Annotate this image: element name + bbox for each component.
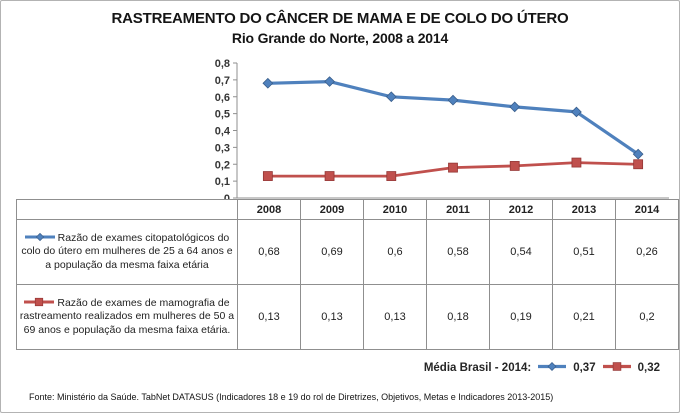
y-tick-label: 0,3 [215, 142, 230, 154]
series-1-data-point-marker [447, 94, 459, 106]
value-cell-series-2-2008: 0,13 [237, 284, 301, 350]
year-header-2014: 2014 [615, 199, 679, 220]
value-cell-series-1-2009: 0,69 [300, 219, 364, 285]
y-tick-label: 0,4 [215, 126, 231, 138]
table-header-row: 2008 2009 2010 2011 2012 2013 2014 [16, 199, 679, 220]
table-series-1-row: Razão de exames citopatológicos do colo … [16, 219, 679, 285]
chart-title: RASTREAMENTO DO CÂNCER DE MAMA E DE COLO… [111, 10, 569, 27]
legend-label-series-2: Razão de exames de mamografia de rastrea… [19, 297, 235, 336]
series2-line-square-icon [602, 361, 631, 375]
series1-line-diamond-icon [538, 361, 567, 375]
series-2-data-point-marker [324, 171, 335, 181]
series-1-data-point-marker [509, 101, 521, 113]
legend-cell-series-2: Razão de exames de mamografia de rastrea… [16, 284, 238, 350]
y-tick-label: 0,8 [215, 58, 230, 70]
year-header-2010: 2010 [363, 199, 427, 220]
data-table: 2008 2009 2010 2011 2012 2013 2014 Razão de ex… [16, 199, 679, 350]
value-cell-series-2-2014: 0,2 [615, 284, 679, 350]
series1-line-diamond-icon [24, 233, 55, 242]
series-2-data-point-marker [633, 159, 644, 170]
series-1-data-point-marker [262, 77, 274, 89]
media-brasil-label: Média Brasil - 2014: [423, 362, 532, 374]
value-cell-series-2-2009: 0,13 [300, 284, 364, 350]
value-cell-series-2-2012: 0,19 [489, 284, 553, 350]
series-1-data-point-marker [571, 106, 582, 118]
y-tick-label: 0,1 [215, 176, 230, 188]
series-1-data-point-marker [385, 91, 397, 103]
series-1-data-point-marker [632, 148, 644, 160]
legend-cell-series-1: Razão de exames citopatológicos do colo … [16, 219, 238, 285]
series2-line-square-icon [24, 298, 55, 307]
year-header-2008: 2008 [237, 199, 301, 220]
legend-label-series-1: Razão de exames citopatológicos do colo … [21, 232, 233, 271]
value-cell-series-1-2008: 0,68 [237, 219, 301, 285]
value-cell-series-2-2013: 0,21 [552, 284, 616, 350]
table-series-2-row: Razão de exames de mamografia de rastrea… [16, 284, 679, 350]
y-tick-label: 0,6 [215, 92, 230, 104]
table-corner-cell [16, 199, 238, 220]
year-header-2012: 2012 [489, 199, 553, 220]
media-brasil-series1-value: 0,37 [573, 362, 596, 374]
value-cell-series-1-2010: 0,6 [363, 219, 427, 285]
year-header-2013: 2013 [552, 199, 616, 220]
value-cell-series-2-2011: 0,18 [426, 284, 490, 350]
series-2-data-point-marker [448, 162, 458, 173]
year-header-2011: 2011 [426, 199, 490, 220]
title-block: RASTREAMENTO DO CÂNCER DE MAMA E DE COLO… [1, 10, 679, 46]
series-2-data-point-marker [571, 157, 582, 168]
y-tick-label: 0,7 [215, 75, 230, 87]
series-2-data-point-marker [262, 171, 273, 181]
y-tick-label: 0,5 [215, 109, 230, 121]
series-1-line [266, 79, 640, 156]
series-1-data-point-marker [324, 76, 335, 87]
value-cell-series-1-2012: 0,54 [489, 219, 553, 285]
year-header-2009: 2009 [300, 199, 364, 220]
series-2-data-point-marker [509, 161, 520, 171]
source-note: Fonte: Ministério da Saúde. TabNet DATAS… [29, 392, 554, 402]
series-2-line [266, 161, 640, 178]
chart-subtitle: Rio Grande do Norte, 2008 a 2014 [231, 30, 449, 46]
value-cell-series-1-2013: 0,51 [552, 219, 616, 285]
series-2-data-point-marker [386, 171, 397, 181]
value-cell-series-1-2014: 0,26 [615, 219, 679, 285]
media-brasil-annotation: Média Brasil - 2014: 0,37 0,32 [424, 361, 660, 375]
value-cell-series-1-2011: 0,58 [426, 219, 490, 285]
media-brasil-series2-value: 0,32 [637, 362, 660, 374]
y-tick-label: 0,2 [215, 159, 230, 171]
value-cell-series-2-2010: 0,13 [363, 284, 427, 350]
